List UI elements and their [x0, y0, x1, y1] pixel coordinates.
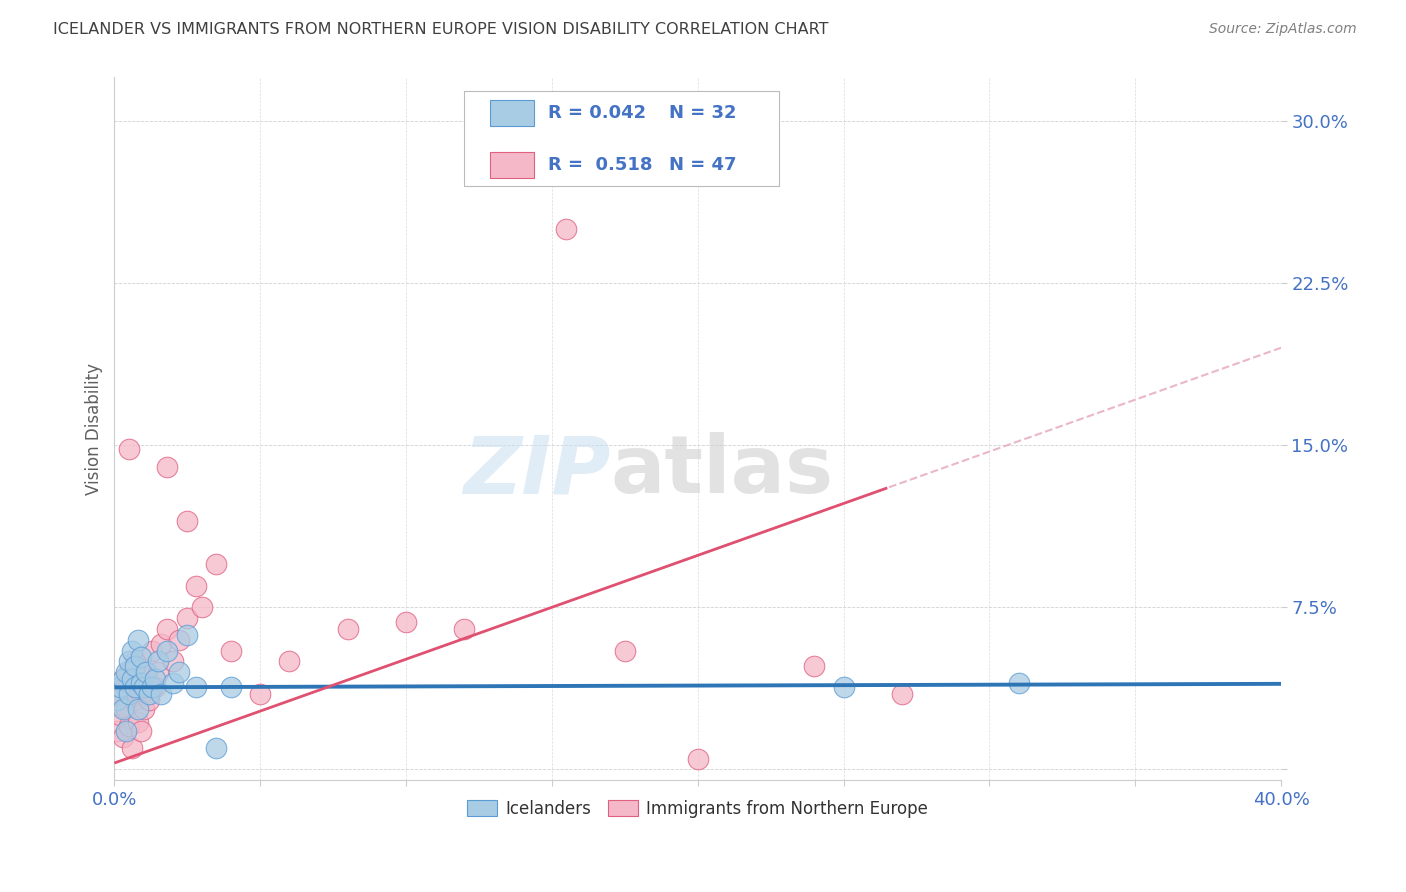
Point: [143, 672, 166, 686]
Point: [112, 730, 135, 744]
Point: [150, 687, 173, 701]
Point: [686, 752, 709, 766]
Text: ZIP: ZIP: [463, 432, 610, 510]
Point: [156, 459, 179, 474]
Point: [110, 687, 132, 701]
Point: [127, 672, 149, 686]
Point: [336, 622, 359, 636]
FancyBboxPatch shape: [491, 152, 534, 178]
Point: [115, 681, 138, 695]
Point: [121, 740, 143, 755]
Point: [124, 693, 146, 707]
Point: [124, 681, 146, 695]
Point: [395, 615, 418, 630]
Point: [176, 514, 198, 528]
Point: [205, 740, 228, 755]
Point: [118, 665, 141, 680]
Point: [129, 723, 152, 738]
Point: [184, 681, 207, 695]
Point: [124, 654, 146, 668]
Text: Source: ZipAtlas.com: Source: ZipAtlas.com: [1209, 22, 1357, 37]
Point: [167, 632, 190, 647]
Point: [146, 665, 169, 680]
Point: [129, 676, 152, 690]
Y-axis label: Vision Disability: Vision Disability: [86, 363, 103, 495]
Point: [555, 222, 578, 236]
Point: [803, 658, 825, 673]
Point: [112, 672, 135, 686]
Point: [890, 687, 912, 701]
Point: [135, 681, 157, 695]
Point: [118, 719, 141, 733]
Point: [162, 676, 184, 690]
Point: [132, 702, 155, 716]
Point: [121, 643, 143, 657]
Point: [278, 654, 301, 668]
Point: [105, 698, 128, 712]
Point: [167, 665, 190, 680]
Point: [219, 643, 242, 657]
Point: [249, 687, 271, 701]
Point: [127, 632, 149, 647]
Point: [156, 643, 179, 657]
Text: R =  0.518: R = 0.518: [548, 156, 652, 174]
Point: [138, 687, 160, 701]
Point: [205, 557, 228, 571]
Point: [184, 579, 207, 593]
Point: [127, 702, 149, 716]
Point: [115, 723, 138, 738]
Point: [118, 442, 141, 457]
FancyBboxPatch shape: [491, 100, 534, 126]
Point: [453, 622, 475, 636]
Point: [127, 714, 149, 729]
Point: [156, 622, 179, 636]
Point: [110, 708, 132, 723]
Point: [129, 687, 152, 701]
Point: [129, 650, 152, 665]
Point: [132, 681, 155, 695]
Point: [135, 665, 157, 680]
Point: [124, 658, 146, 673]
Legend: Icelanders, Immigrants from Northern Europe: Icelanders, Immigrants from Northern Eur…: [461, 793, 935, 825]
Point: [219, 681, 242, 695]
Point: [162, 654, 184, 668]
Point: [118, 654, 141, 668]
Point: [115, 702, 138, 716]
Point: [105, 693, 128, 707]
Point: [112, 672, 135, 686]
Point: [613, 643, 636, 657]
Text: R = 0.042: R = 0.042: [548, 103, 647, 121]
Point: [146, 654, 169, 668]
Point: [150, 637, 173, 651]
Point: [143, 681, 166, 695]
Point: [1007, 676, 1029, 690]
Point: [110, 681, 132, 695]
FancyBboxPatch shape: [464, 92, 779, 186]
Point: [121, 681, 143, 695]
Point: [176, 628, 198, 642]
Point: [121, 672, 143, 686]
Point: [191, 600, 214, 615]
Point: [112, 702, 135, 716]
Text: N = 32: N = 32: [669, 103, 737, 121]
Point: [176, 611, 198, 625]
Point: [118, 687, 141, 701]
Point: [105, 723, 128, 738]
Point: [832, 681, 855, 695]
Point: [132, 665, 155, 680]
Point: [115, 665, 138, 680]
Point: [141, 643, 163, 657]
Text: ICELANDER VS IMMIGRANTS FROM NORTHERN EUROPE VISION DISABILITY CORRELATION CHART: ICELANDER VS IMMIGRANTS FROM NORTHERN EU…: [53, 22, 830, 37]
Text: atlas: atlas: [610, 432, 834, 510]
Point: [138, 693, 160, 707]
Point: [141, 681, 163, 695]
Text: N = 47: N = 47: [669, 156, 737, 174]
